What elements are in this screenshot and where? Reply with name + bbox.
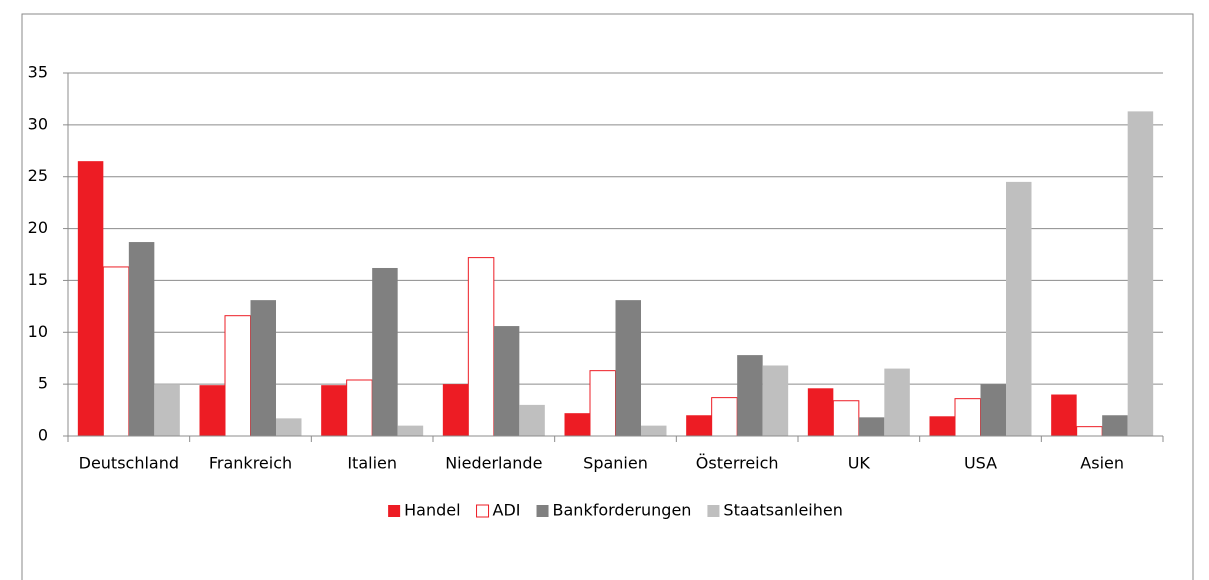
- bar: [762, 365, 789, 436]
- bar: [493, 326, 520, 436]
- bar: [102, 266, 130, 437]
- x-tick-label: Österreich: [696, 454, 779, 473]
- bar: [858, 417, 885, 436]
- bar: [276, 418, 302, 436]
- y-tick-label: 25: [28, 166, 48, 185]
- bar: [128, 242, 155, 436]
- bar: [711, 397, 738, 437]
- x-tick-label: Italien: [347, 454, 397, 473]
- bar: [77, 161, 104, 436]
- bar: [807, 388, 834, 436]
- legend-swatch: [536, 505, 549, 517]
- y-tick-label: 10: [28, 322, 48, 341]
- bar: [884, 368, 910, 436]
- bar: [250, 300, 276, 436]
- legend-swatch: [707, 505, 720, 517]
- y-tick-label: 30: [28, 114, 48, 133]
- bar: [1102, 415, 1128, 436]
- y-tick-label: 0: [38, 426, 48, 445]
- bar: [467, 257, 495, 437]
- x-tick-label: Frankreich: [209, 454, 292, 473]
- x-tick-label: USA: [964, 454, 997, 473]
- bar: [564, 413, 590, 436]
- legend-label: Bankforderungen: [553, 501, 692, 520]
- legend-label: Staatsanleihen: [723, 501, 842, 520]
- bar: [832, 400, 860, 437]
- chart-frame: [21, 13, 1194, 580]
- bar: [1076, 426, 1103, 437]
- bar: [1051, 394, 1077, 436]
- bar: [346, 379, 373, 437]
- y-tick-label: 20: [28, 218, 48, 237]
- legend-label: ADI: [493, 501, 521, 520]
- y-tick-label: 35: [28, 63, 48, 82]
- bar: [980, 384, 1006, 436]
- bar: [199, 385, 225, 436]
- bar: [615, 300, 641, 436]
- legend-swatch: [388, 505, 401, 517]
- bar: [1127, 111, 1154, 437]
- bar: [519, 404, 545, 436]
- legend-label: Handel: [404, 501, 460, 520]
- bar: [397, 425, 424, 436]
- bar: [686, 415, 712, 436]
- bar: [154, 384, 180, 436]
- bar: [224, 315, 251, 437]
- x-tick-label: Deutschland: [79, 454, 179, 473]
- x-tick-label: Asien: [1080, 454, 1124, 473]
- bar: [954, 398, 981, 437]
- bar: [1006, 181, 1032, 436]
- x-tick-label: Spanien: [583, 454, 648, 473]
- bar: [737, 355, 763, 436]
- y-tick-label: 5: [38, 374, 48, 393]
- bar: [641, 425, 667, 436]
- y-tick-label: 15: [28, 270, 48, 289]
- bar: [929, 416, 955, 436]
- x-tick-label: UK: [848, 454, 871, 473]
- bar: [321, 385, 347, 436]
- bar: [589, 370, 616, 437]
- bar: [442, 384, 469, 436]
- bar: [372, 267, 398, 436]
- legend-swatch: [476, 504, 490, 518]
- x-tick-label: Niederlande: [445, 454, 542, 473]
